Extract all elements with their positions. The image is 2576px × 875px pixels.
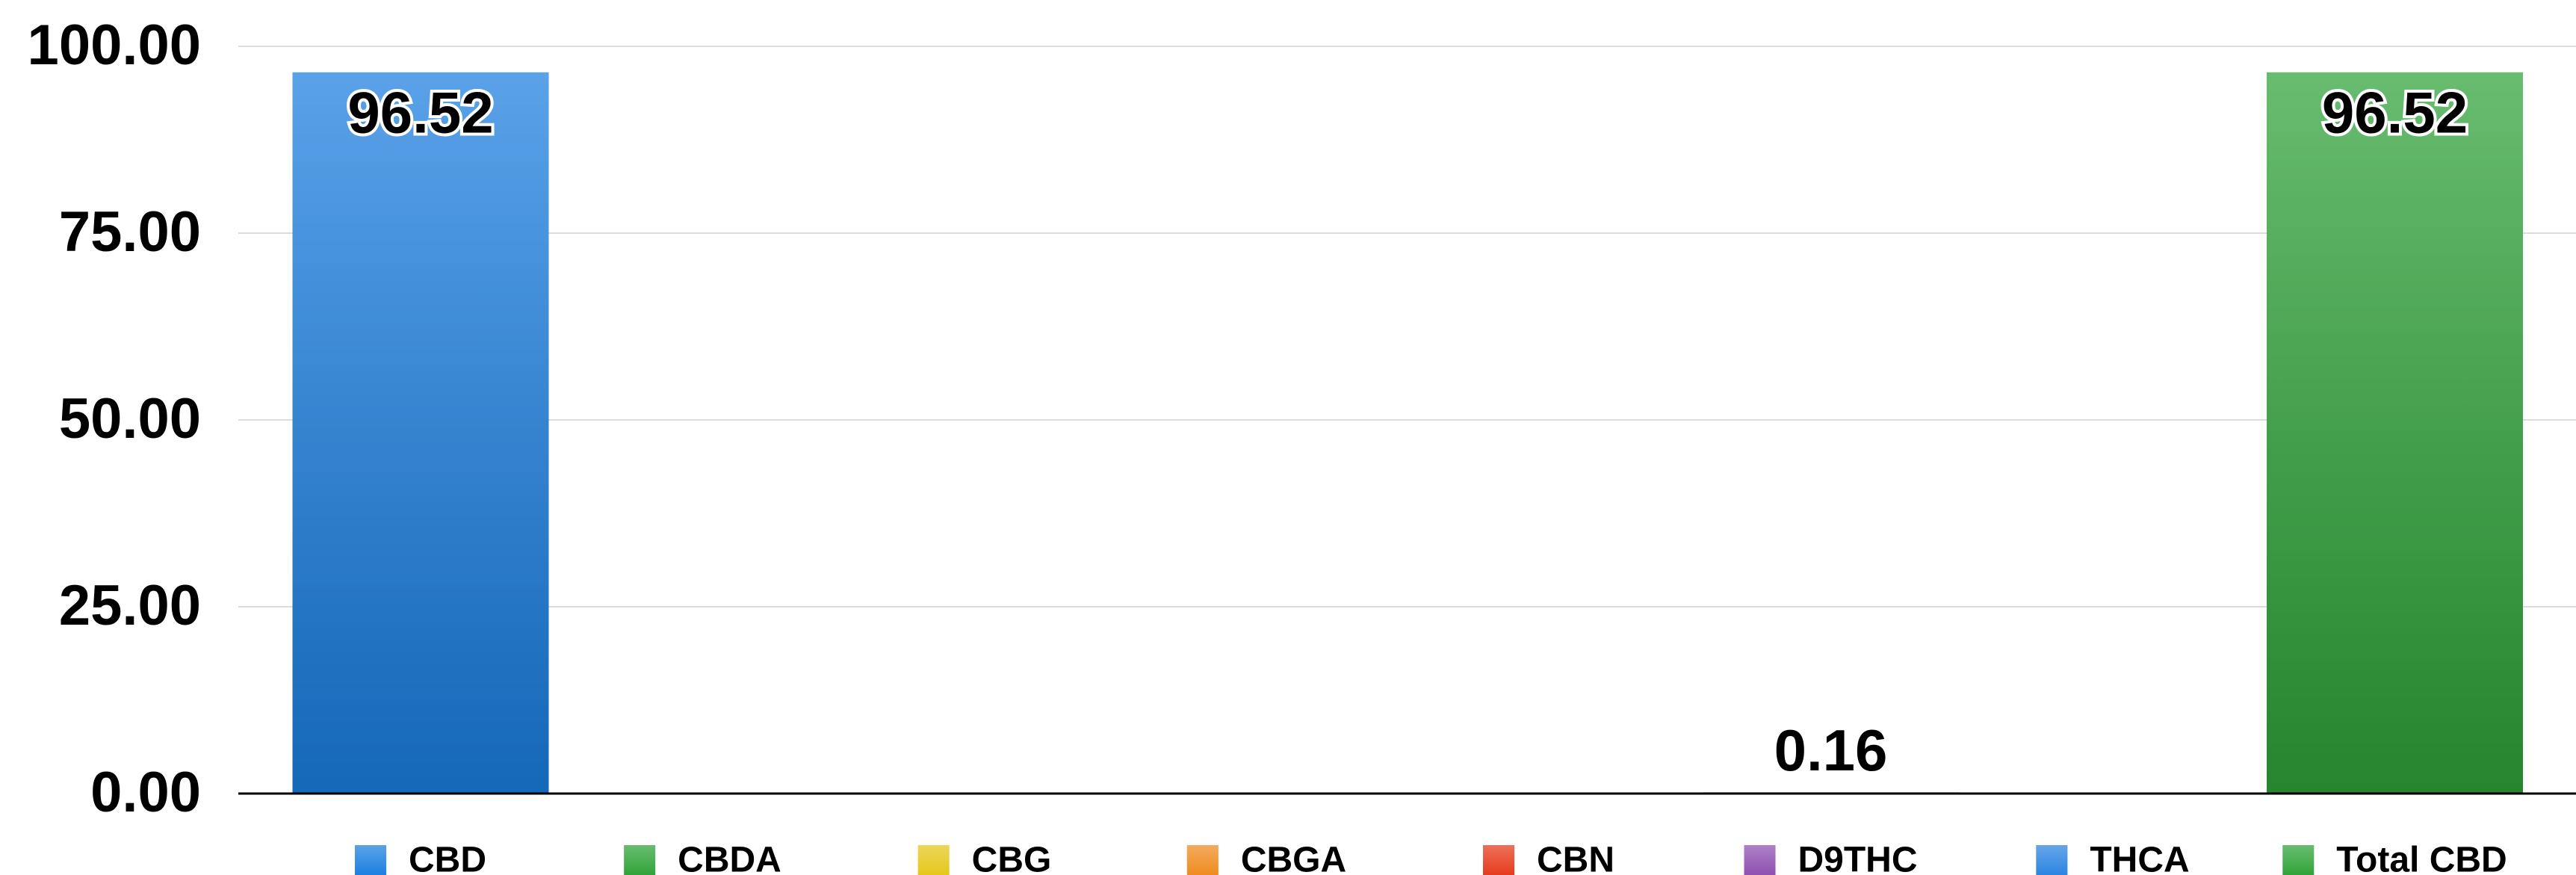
bar-shade	[2267, 72, 2523, 794]
legend-label: Total CBD	[2336, 841, 2507, 875]
legend-label: CBG	[972, 841, 1052, 875]
legend-item: CBD	[355, 841, 486, 875]
value-label: 0.16	[1774, 717, 1888, 783]
legend-swatch-shine	[1483, 845, 1514, 875]
value-label: 96.52	[347, 79, 493, 145]
legend-label: THCA	[2090, 841, 2189, 875]
legend-swatch-shine	[1744, 845, 1776, 875]
legend-item: CBN	[1483, 841, 1614, 875]
bar-shade	[292, 72, 549, 794]
y-tick-label: 75.00	[59, 200, 201, 264]
legend-item: CBGA	[1186, 841, 1346, 875]
legend-swatch-shine	[624, 845, 656, 875]
legend-item: D9THC	[1744, 841, 1918, 875]
legend-item: Total CBD	[2282, 841, 2507, 875]
legend-swatch-shine	[355, 845, 386, 875]
legend-swatch-shine	[1186, 845, 1219, 875]
legend-item: THCA	[2036, 841, 2190, 875]
legend-swatch-shine	[917, 845, 950, 875]
value-label: 96.52	[2322, 79, 2468, 145]
legend-label: CBDA	[678, 841, 781, 875]
legend-label: D9THC	[1798, 841, 1917, 875]
legend-label: CBN	[1537, 841, 1614, 875]
legend-item: CBG	[917, 841, 1052, 875]
legend-swatch-shine	[2282, 845, 2315, 875]
y-tick-label: 50.00	[59, 387, 201, 451]
legend-label: CBGA	[1241, 841, 1346, 875]
y-tick-label: 25.00	[59, 574, 201, 637]
y-tick-label: 100.00	[28, 13, 201, 77]
legend-item: CBDA	[624, 841, 781, 875]
legend-swatch-shine	[2036, 845, 2068, 875]
y-tick-label: 0.00	[90, 761, 201, 824]
legend-label: CBD	[409, 841, 486, 875]
